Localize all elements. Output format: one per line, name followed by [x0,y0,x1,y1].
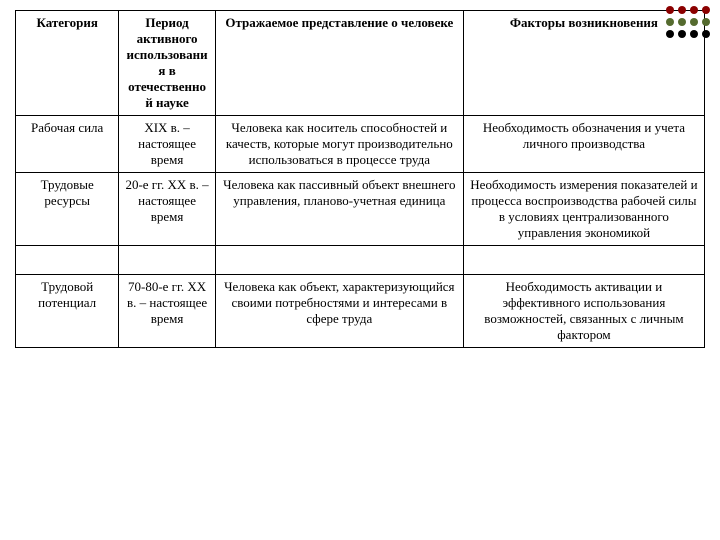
dot-icon [666,30,674,38]
cell-factors: Необходимость обозначения и учета личног… [463,116,704,173]
categories-table: Категория Период активного использования… [15,10,705,348]
cell-category: Рабочая сила [16,116,119,173]
col-header-period: Период активного использования в отечест… [119,11,215,116]
dot-icon [702,30,710,38]
dot-icon [690,18,698,26]
table-row: Трудовые ресурсы 20-е гг. XX в. – настоя… [16,173,705,246]
dot-icon [690,6,698,14]
cell-concept: Человека как носитель способностей и кач… [215,116,463,173]
cell-factors: Необходимость активации и эффективного и… [463,275,704,348]
dot-icon [666,6,674,14]
cell-period: 20-е гг. XX в. – настоящее время [119,173,215,246]
dot-icon [666,18,674,26]
cell-concept: Человека как пассивный объект внешнего у… [215,173,463,246]
dot-icon [702,18,710,26]
dot-icon [690,30,698,38]
col-header-category: Категория [16,11,119,116]
dot-icon [702,6,710,14]
dot-icon [678,6,686,14]
col-header-concept: Отражаемое представление о человеке [215,11,463,116]
table-row: Рабочая сила XIX в. – настоящее время Че… [16,116,705,173]
cell-concept: Человека как объект, характеризующийся с… [215,275,463,348]
cell-period: XIX в. – настоящее время [119,116,215,173]
dot-icon [678,30,686,38]
table-row: Трудовой потенциал 70-80-е гг. XX в. – н… [16,275,705,348]
cell-category: Трудовой потенциал [16,275,119,348]
cell-category: Трудовые ресурсы [16,173,119,246]
cell-factors: Необходимость измерения показателей и пр… [463,173,704,246]
table-row-gap [16,246,705,275]
dot-icon [678,18,686,26]
table-header-row: Категория Период активного использования… [16,11,705,116]
decor-dots [666,6,710,42]
cell-period: 70-80-е гг. XX в. – настоящее время [119,275,215,348]
